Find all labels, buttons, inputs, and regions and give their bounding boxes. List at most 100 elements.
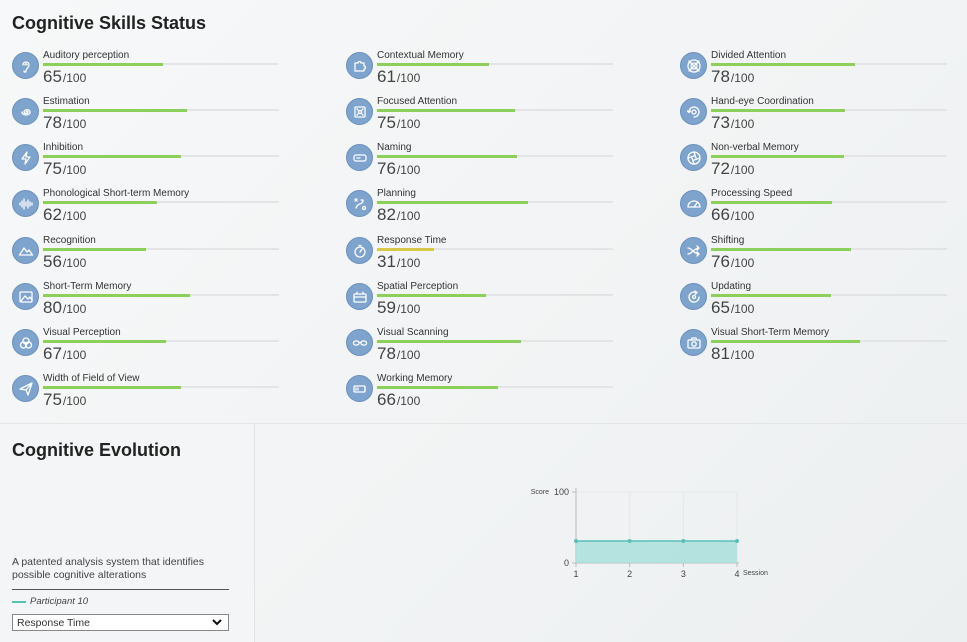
skill-card: Planning 82/100 [346,188,616,234]
aperture-icon [680,144,707,171]
skill-score-max: /100 [730,71,755,85]
skill-progress-track [43,200,279,204]
skill-name: Phonological Short-term Memory [43,188,190,199]
skill-name: Visual Scanning [377,327,449,338]
skill-score-value: 66 [377,390,396,409]
skill-score-value: 62 [43,205,62,224]
skill-score-max: /100 [730,117,755,131]
skill-score-value: 76 [711,252,730,271]
skill-score-max: /100 [62,394,87,408]
skill-score-value: 65 [711,298,730,317]
skill-progress-track [43,247,279,251]
skill-progress-track [711,62,947,66]
skill-progress-track [711,339,947,343]
camera-icon [680,329,707,356]
skill-score-max: /100 [62,209,87,223]
skill-progress-fill [711,108,845,112]
skill-progress-track [43,108,279,112]
skill-card: Processing Speed 66/100 [680,188,950,234]
x-tick-label: 2 [627,569,632,579]
skill-card: Contextual Memory 61/100 [346,50,616,96]
skill-score: 76/100 [377,159,420,179]
skill-score: 31/100 [377,252,420,272]
skill-score-value: 72 [711,159,730,178]
chart-legend: Participant 10 [12,596,88,607]
skill-card: Width of Field of View 75/100 [12,373,282,419]
skill-progress-fill [43,293,190,297]
skill-score: 72/100 [711,159,754,179]
data-point [627,538,632,543]
skill-name: Estimation [43,96,90,107]
skill-progress-fill [43,62,163,66]
skill-progress-track [711,108,947,112]
skill-progress-track [43,339,279,343]
skill-progress-track [377,247,613,251]
skill-name: Auditory perception [43,50,130,61]
skill-score-value: 65 [43,67,62,86]
focus-icon [346,98,373,125]
data-point [574,538,578,543]
skill-progress-track [711,200,947,204]
data-point [735,538,739,543]
skill-score-max: /100 [730,302,755,316]
skill-score-max: /100 [396,209,421,223]
stopwatch-icon [346,237,373,264]
skill-name: Updating [711,281,752,292]
shuffle-icon [680,237,707,264]
skill-score-value: 78 [43,113,62,132]
skill-progress-fill [377,385,498,389]
spiral-icon [12,98,39,125]
skill-progress-fill [711,62,855,66]
skill-score: 56/100 [43,252,86,272]
skill-progress-fill [377,247,434,251]
skill-score-value: 73 [711,113,730,132]
cube-icon [346,283,373,310]
mountain-icon [12,237,39,264]
skill-card: Visual Scanning 78/100 [346,327,616,373]
skill-progress-fill [43,200,157,204]
skill-score-max: /100 [62,163,87,177]
tag-icon [346,144,373,171]
skill-score-max: /100 [396,71,421,85]
skill-score-value: 78 [377,344,396,363]
skill-card: Visual Short-Term Memory 81/100 [680,327,950,373]
skill-progress-fill [43,385,181,389]
skill-card: Naming 76/100 [346,142,616,188]
x-tick-label: 4 [734,569,739,579]
description-underline [12,589,229,590]
skill-progress-fill [377,108,515,112]
skill-name: Naming [377,142,412,153]
skill-progress-fill [377,62,489,66]
skill-score-max: /100 [62,71,87,85]
skill-name: Visual Short-Term Memory [711,327,830,338]
skill-score-value: 76 [377,159,396,178]
skill-select-value: Response Time [17,617,90,629]
skill-score-value: 67 [43,344,62,363]
skill-progress-track [377,339,613,343]
evolution-panel: Cognitive Evolution A patented analysis … [0,424,255,642]
skill-card: Inhibition 75/100 [12,142,282,188]
skill-score-value: 59 [377,298,396,317]
skill-score-max: /100 [62,348,87,362]
skill-name: Width of Field of View [43,373,140,384]
skill-progress-fill [43,154,181,158]
data-point [681,538,686,543]
skill-score-max: /100 [730,256,755,270]
skill-score: 61/100 [377,67,420,87]
skill-name: Response Time [377,235,447,246]
skill-name: Shifting [711,235,745,246]
skill-score-max: /100 [62,302,87,316]
skill-score: 66/100 [377,390,420,410]
lightning-icon [12,144,39,171]
glasses-icon [346,329,373,356]
skill-progress-fill [711,247,851,251]
skill-score: 65/100 [711,298,754,318]
skill-score-value: 81 [711,344,730,363]
skill-card: Hand-eye Coordination 73/100 [680,96,950,142]
y-tick-label: 0 [564,558,569,568]
skill-progress-fill [43,339,166,343]
skill-score-value: 75 [43,390,62,409]
skill-progress-fill [377,154,517,158]
skill-select[interactable]: Response Time [12,614,229,631]
skill-score: 75/100 [43,159,86,179]
